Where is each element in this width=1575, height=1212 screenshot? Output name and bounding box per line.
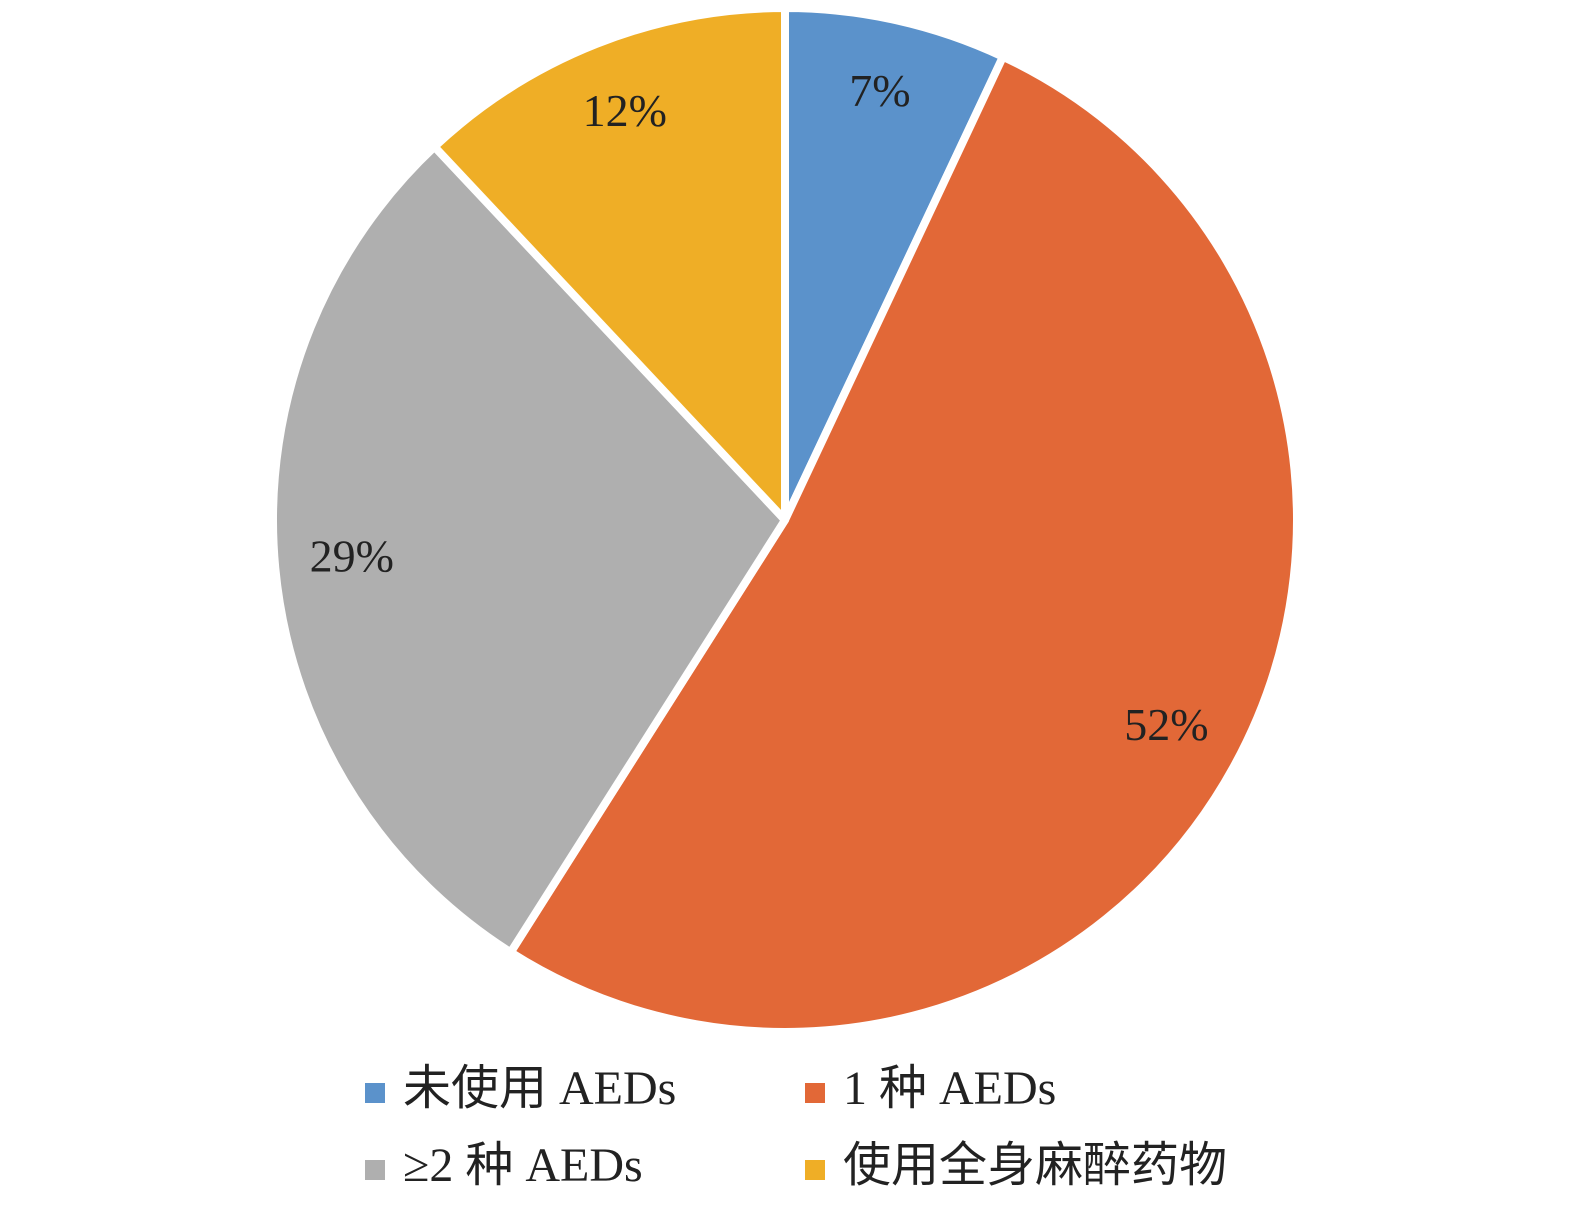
legend-label: 1 种 AEDs (843, 1062, 1056, 1115)
pie-slice (781, 4, 1007, 524)
pie-slice (269, 142, 789, 957)
legend-label: 未使用 AEDs (403, 1062, 676, 1115)
legend-swatch (365, 1083, 385, 1103)
legend-swatch (365, 1160, 385, 1180)
data-label: 52% (1124, 699, 1208, 750)
legend-label: 使用全身麻醉药物 (843, 1139, 1227, 1192)
data-label: 7% (849, 65, 910, 116)
pie-slice (430, 4, 789, 524)
pie-slice (506, 52, 1301, 1036)
legend-swatch (805, 1083, 825, 1103)
data-label: 12% (583, 85, 667, 136)
data-label: 29% (310, 531, 394, 582)
legend-label: ≥2 种 AEDs (403, 1139, 643, 1192)
legend-swatch (805, 1160, 825, 1180)
